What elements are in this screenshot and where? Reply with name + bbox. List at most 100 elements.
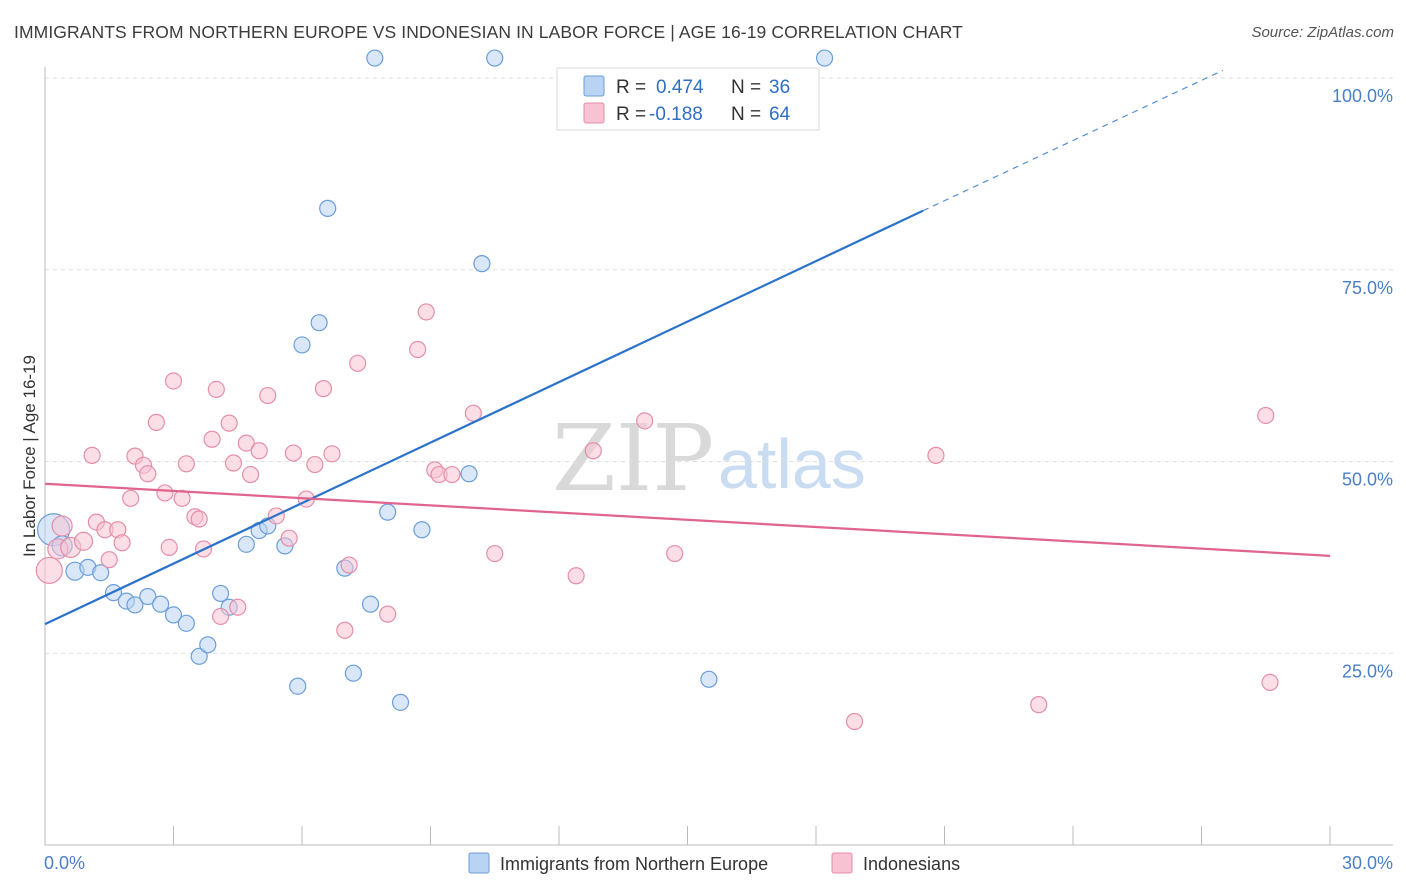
pink-data-point — [139, 465, 157, 483]
pink-data-point — [259, 386, 277, 405]
pink-data-point — [177, 455, 195, 473]
blue-data-point — [700, 670, 718, 688]
pink-data-point — [567, 567, 585, 585]
x-tick-label: 30.0% — [1342, 853, 1393, 873]
pink-data-point — [845, 712, 864, 731]
blue-data-point — [815, 49, 834, 67]
blue-data-point — [391, 693, 410, 711]
blue-data-point — [126, 596, 144, 614]
pink-data-point — [160, 538, 178, 557]
bottom-legend-swatch-blue — [468, 852, 490, 874]
blue-data-point — [164, 606, 183, 624]
pink-data-point — [636, 412, 654, 430]
y-tick-label: 25.0% — [1342, 661, 1393, 681]
pink-data-point — [443, 465, 461, 484]
trend-lines — [44, 69, 1331, 626]
pink-data-point — [173, 489, 191, 507]
legend-r-label: R = — [616, 77, 646, 98]
blue-data-point — [473, 255, 491, 273]
blue-data-point — [486, 49, 504, 67]
pink-data-point — [220, 414, 238, 432]
x-tick-label: 0.0% — [44, 853, 85, 873]
pink-data-point — [486, 544, 504, 563]
pink-data-point — [284, 444, 303, 462]
pink-data-point — [122, 489, 140, 507]
watermark-zip: ZIP — [552, 405, 714, 512]
pink-data-point — [1257, 406, 1275, 425]
blue-data-point — [460, 465, 478, 483]
pink-data-point — [927, 446, 945, 464]
legend-swatch-pink — [583, 102, 605, 124]
pink-data-point — [464, 404, 482, 422]
pink-data-point — [666, 544, 684, 563]
pink-data-point — [156, 484, 174, 502]
legend-r-label: R = — [616, 104, 646, 125]
pink-data-point — [417, 303, 435, 321]
pink-data-point — [409, 340, 427, 359]
y-tick-label: 100.0% — [1332, 86, 1393, 106]
y-tick-label: 75.0% — [1342, 278, 1393, 298]
blue-data-point — [92, 564, 110, 582]
source-label: Source: ZipAtlas.com — [1251, 24, 1394, 41]
pink-data-point — [306, 455, 324, 474]
blue-data-point — [152, 595, 170, 613]
pink-data-point — [250, 442, 268, 460]
blue-data-point — [139, 587, 157, 606]
blue-data-point — [289, 677, 307, 695]
pink-data-point — [190, 510, 208, 528]
pink-data-point — [147, 413, 165, 431]
axes: 0.0% 30.0% — [44, 67, 1393, 873]
blue-data-point — [366, 49, 384, 67]
blue-trend-line — [44, 209, 924, 626]
blue-data-point — [212, 584, 230, 603]
bottom-legend-label-blue: Immigrants from Northern Europe — [500, 854, 768, 874]
pink-data-point — [229, 598, 247, 616]
pink-data-point — [340, 556, 358, 574]
pink-data-point — [83, 446, 101, 464]
data-points — [35, 49, 1279, 731]
pink-data-point — [314, 380, 333, 398]
pink-data-point — [224, 454, 243, 472]
pink-data-point — [35, 556, 63, 585]
pink-data-point — [1030, 696, 1048, 714]
legend-n-value: 36 — [769, 77, 790, 98]
legend-n-label: N = — [731, 77, 761, 98]
blue-data-point — [361, 595, 380, 613]
pink-data-point — [336, 621, 354, 639]
watermark-atlas: atlas — [718, 425, 866, 503]
pink-data-point — [379, 605, 397, 623]
grid-lines: 25.0% 50.0% 75.0% 100.0% — [45, 77, 1393, 681]
blue-data-point — [344, 664, 362, 682]
blue-data-point — [237, 535, 255, 553]
pink-data-point — [323, 445, 341, 463]
blue-data-point — [199, 636, 217, 654]
correlation-legend: R = 0.474 N = 36 R = -0.188 N = 64 — [556, 67, 820, 131]
legend-r-value: -0.188 — [649, 104, 703, 125]
pink-data-point — [280, 529, 298, 547]
pink-data-point — [584, 442, 602, 460]
pink-data-point — [212, 607, 230, 626]
pink-data-point — [51, 515, 73, 537]
pink-data-point — [164, 372, 183, 390]
pink-data-point — [242, 465, 260, 484]
y-axis-label: In Labor Force | Age 16-19 — [20, 355, 39, 557]
legend-n-value: 64 — [769, 104, 791, 125]
blue-data-point — [177, 614, 195, 632]
pink-data-point — [1261, 673, 1279, 691]
blue-data-point — [310, 314, 328, 332]
pink-data-point — [237, 434, 255, 452]
chart-title: IMMIGRANTS FROM NORTHERN EUROPE VS INDON… — [14, 22, 963, 42]
series-legend: Immigrants from Northern Europe Indonesi… — [468, 852, 960, 874]
blue-data-point — [319, 199, 337, 217]
pink-data-point — [73, 531, 94, 551]
pink-data-point — [349, 354, 367, 372]
pink-data-point — [100, 551, 118, 569]
legend-swatch-blue — [583, 75, 605, 97]
pink-data-point — [113, 534, 131, 552]
pink-data-point — [207, 380, 225, 399]
pink-data-point — [203, 430, 221, 448]
y-tick-label: 50.0% — [1342, 470, 1393, 490]
blue-data-point — [379, 503, 397, 521]
blue-data-point — [190, 647, 208, 665]
